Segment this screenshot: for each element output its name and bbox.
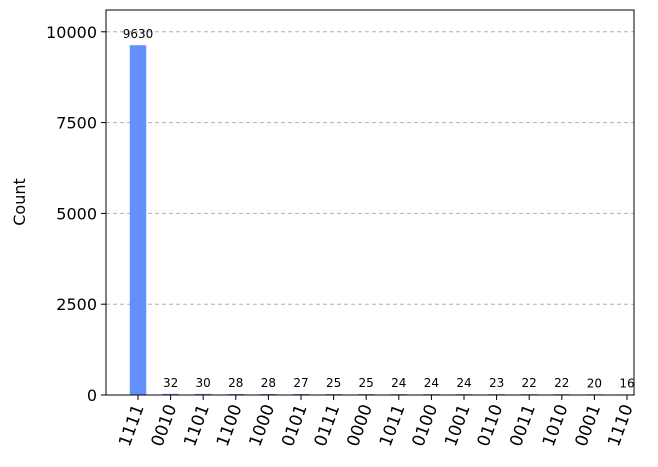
x-tick-label: 1010 (539, 402, 573, 449)
bar-value-label: 27 (293, 376, 308, 390)
bar (129, 45, 147, 395)
y-tick-label: 0 (87, 386, 97, 405)
bar-value-label: 28 (261, 376, 276, 390)
bar (227, 393, 245, 395)
bars (129, 45, 636, 395)
bar-value-label: 28 (228, 376, 243, 390)
y-tick-label: 2500 (56, 295, 97, 314)
bar-value-label: 22 (522, 376, 537, 390)
bar-value-label: 24 (391, 376, 406, 390)
bar-value-label: 24 (424, 376, 439, 390)
plot-frame (105, 9, 635, 396)
bar-value-label: 32 (163, 376, 178, 390)
bar-value-label: 22 (554, 376, 569, 390)
bar-value-label: 30 (196, 376, 211, 390)
x-tick-label: 0100 (409, 402, 443, 449)
x-tick-label: 1100 (213, 402, 247, 449)
bar (260, 393, 277, 395)
x-tick-label: 1000 (246, 402, 280, 449)
value-labels: 9630 32 30 28 28 27 25 25 24 24 24 23 22 22 20 16 (123, 27, 635, 390)
y-axis-ticks: 0 2500 5000 7500 10000 (46, 23, 106, 405)
bar-value-label: 23 (489, 376, 504, 390)
x-tick-label: 0011 (506, 402, 540, 449)
x-tick-label: 1101 (180, 402, 214, 449)
x-tick-label: 1001 (441, 402, 475, 449)
bar-value-label: 16 (619, 376, 634, 390)
bar-value-label: 20 (587, 376, 602, 390)
x-tick-label: 1011 (376, 402, 410, 449)
x-tick-label: 0111 (311, 402, 345, 449)
bar (162, 393, 179, 395)
bar-value-label: 25 (326, 376, 341, 390)
x-tick-label: 0010 (148, 402, 182, 449)
x-tick-label: 0101 (278, 402, 312, 449)
grid-lines (106, 31, 634, 305)
x-tick-label: 0001 (572, 402, 606, 449)
y-axis-label: Count (10, 178, 29, 226)
x-axis-ticks: 1111 0010 1101 1100 1000 0101 0111 0000 1011 0100… (115, 395, 638, 449)
x-tick-label: 1111 (115, 402, 149, 449)
bar-value-label: 24 (456, 376, 471, 390)
y-tick-label: 5000 (56, 204, 97, 223)
y-tick-label: 7500 (56, 114, 97, 133)
x-tick-label: 1110 (604, 402, 638, 449)
x-tick-label: 0110 (474, 402, 508, 449)
y-tick-label: 10000 (46, 23, 97, 42)
bar (194, 393, 212, 395)
x-tick-label: 0000 (343, 402, 377, 449)
bar-value-label: 25 (359, 376, 374, 390)
bar-value-label: 9630 (123, 27, 154, 41)
